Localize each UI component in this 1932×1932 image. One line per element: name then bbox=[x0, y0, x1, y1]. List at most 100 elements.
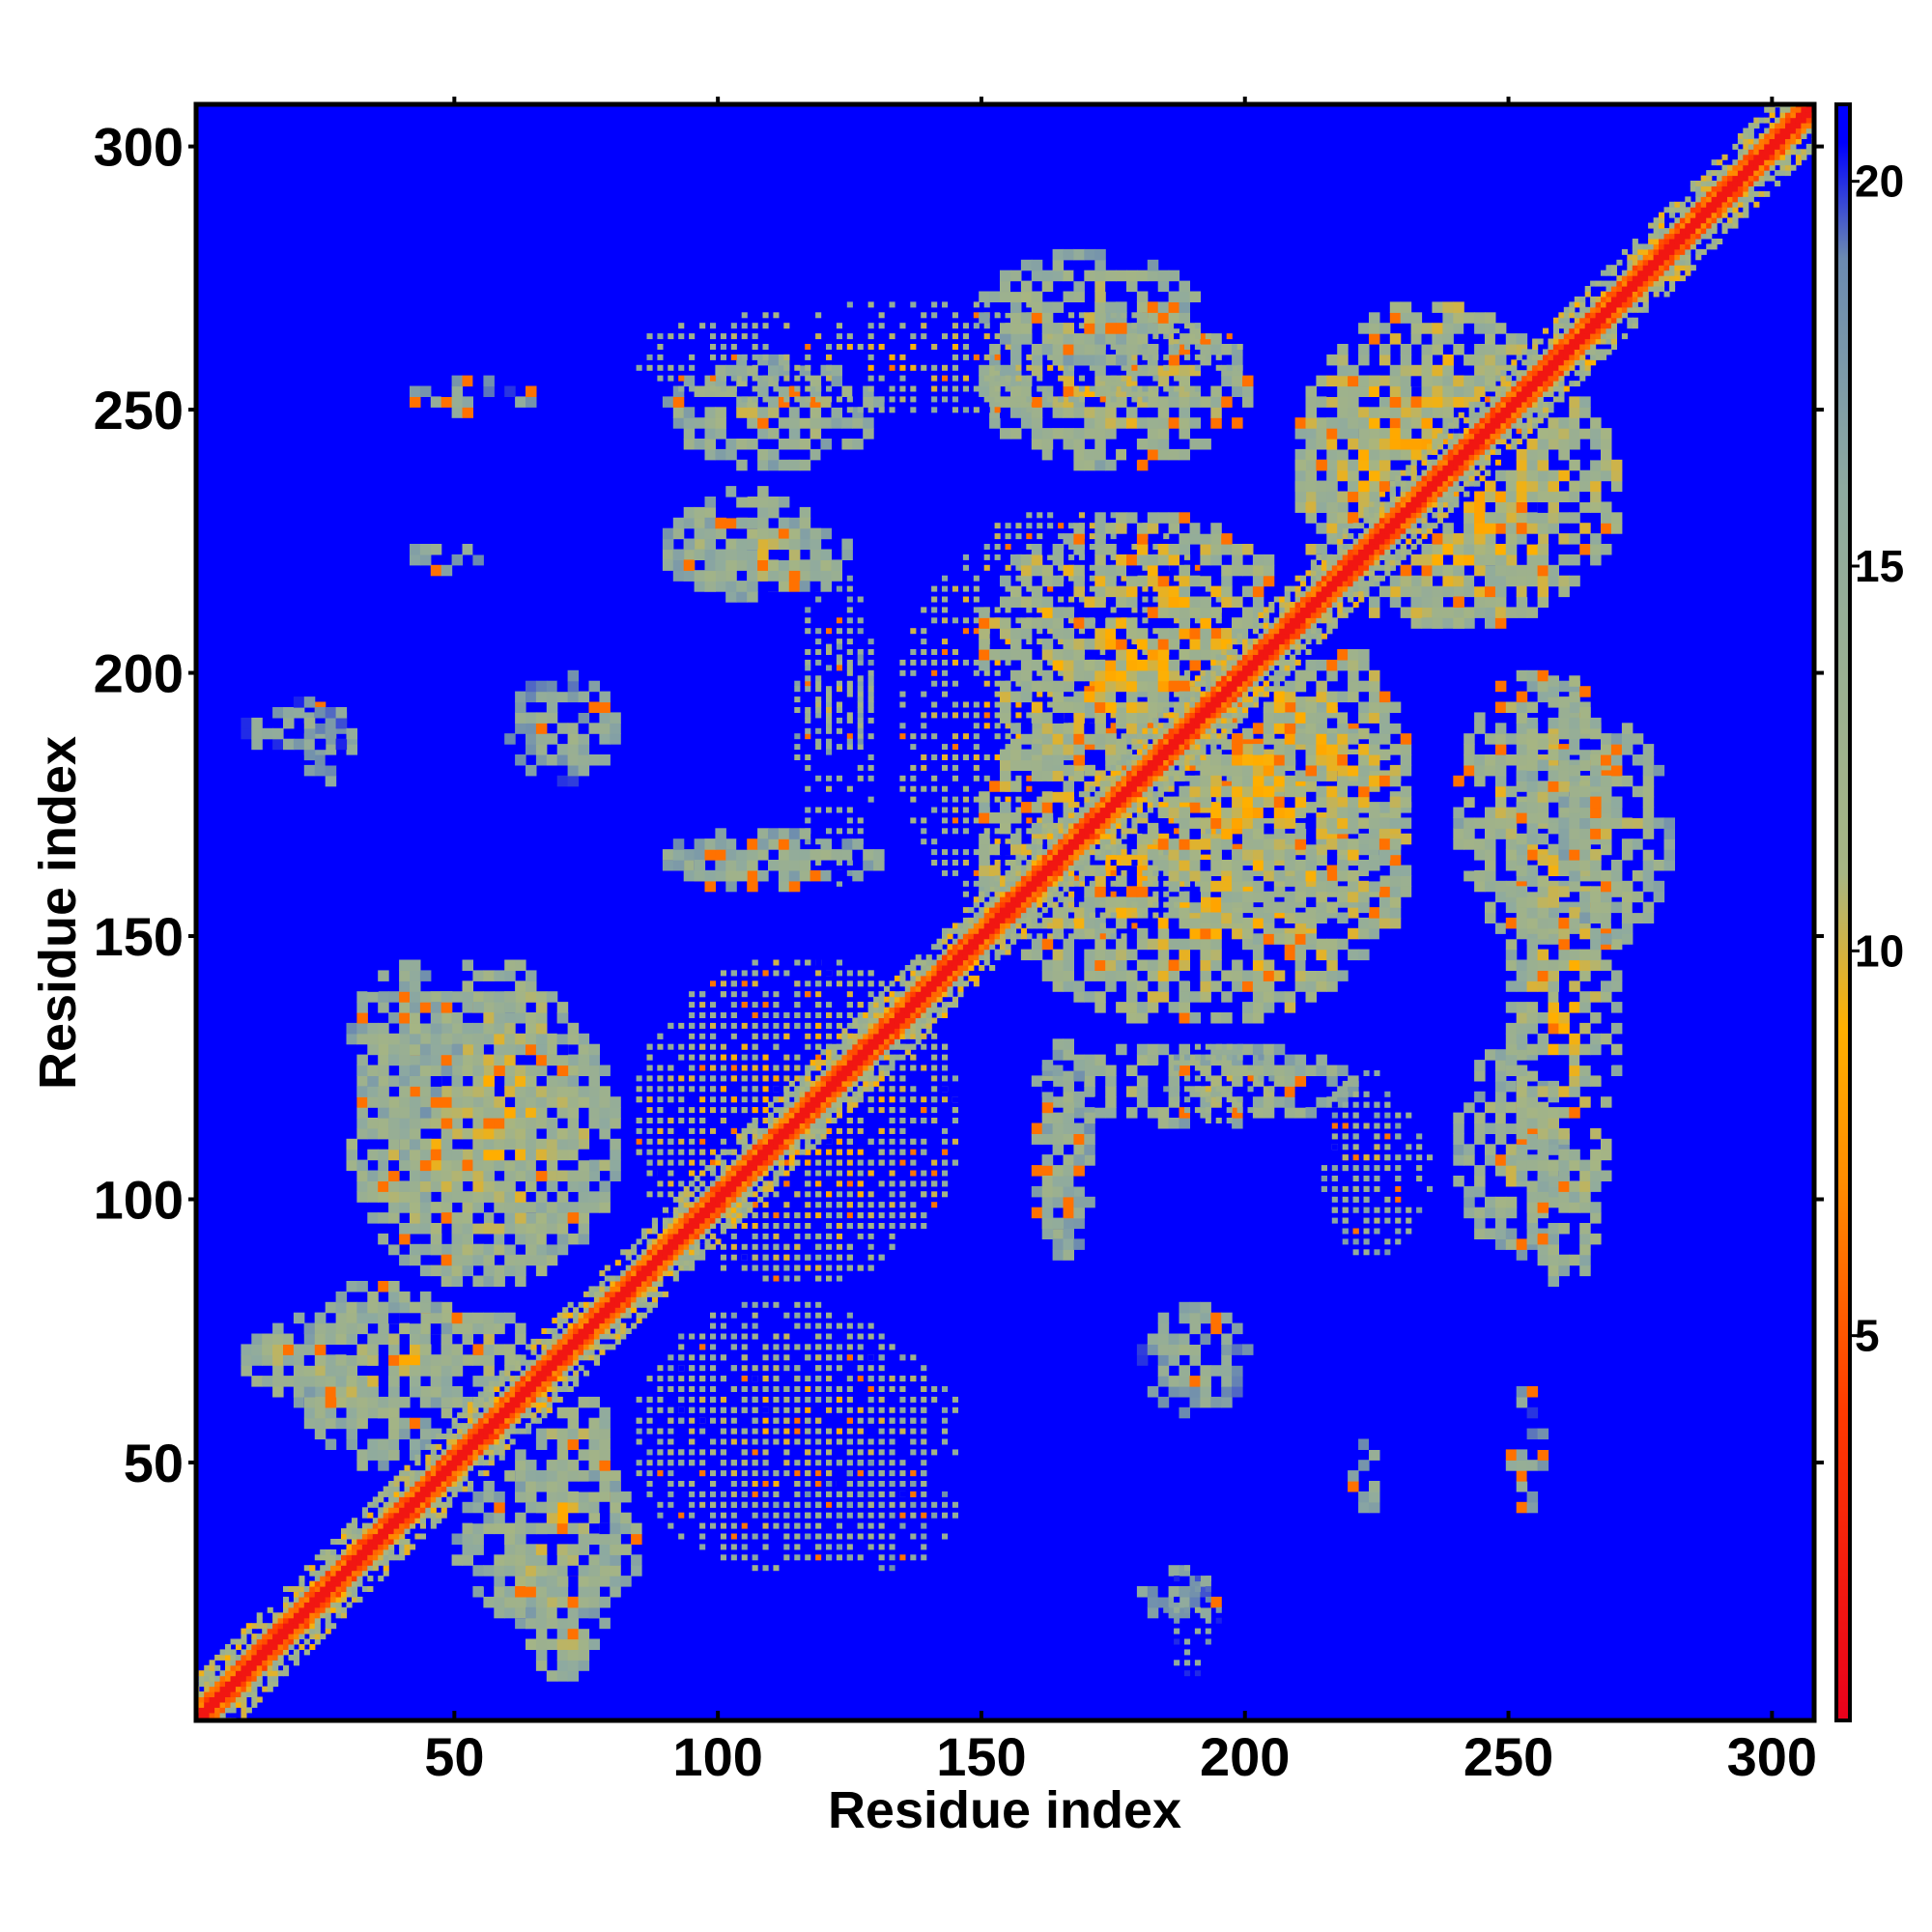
heatmap-cell bbox=[931, 1191, 938, 1198]
heatmap-cell bbox=[689, 1138, 696, 1145]
heatmap-cell bbox=[1174, 817, 1180, 824]
heatmap-cell bbox=[535, 1212, 548, 1224]
heatmap-cell bbox=[1400, 833, 1412, 845]
heatmap-cell bbox=[805, 1012, 811, 1018]
heatmap-cell bbox=[1179, 869, 1190, 882]
heatmap-cell bbox=[419, 1243, 432, 1256]
heatmap-cell bbox=[1179, 1065, 1190, 1076]
heatmap-cell bbox=[846, 607, 853, 613]
heatmap-cell bbox=[794, 1512, 801, 1519]
heatmap-cell bbox=[504, 991, 516, 1003]
heatmap-cell bbox=[388, 1333, 400, 1345]
heatmap-cell bbox=[504, 1596, 516, 1608]
heatmap-cell bbox=[899, 723, 906, 729]
heatmap-cell bbox=[1020, 854, 1027, 861]
heatmap-cell bbox=[1179, 838, 1190, 850]
heatmap-cell bbox=[805, 1043, 811, 1050]
heatmap-cell bbox=[419, 1264, 432, 1277]
heatmap-cell bbox=[1094, 723, 1106, 734]
heatmap-cell bbox=[1015, 564, 1022, 571]
heatmap-cell bbox=[678, 1376, 685, 1382]
heatmap-cell bbox=[1242, 1002, 1254, 1013]
heatmap-cell bbox=[826, 1396, 833, 1403]
heatmap-cell bbox=[314, 1417, 327, 1430]
heatmap-cell bbox=[1026, 544, 1033, 550]
heatmap-cell bbox=[783, 1460, 790, 1466]
heatmap-cell bbox=[1200, 980, 1211, 992]
heatmap-cell bbox=[535, 1054, 548, 1066]
heatmap-cell bbox=[1147, 701, 1159, 713]
heatmap-cell bbox=[836, 1386, 842, 1392]
heatmap-cell bbox=[646, 1417, 653, 1424]
heatmap-cell bbox=[504, 1565, 516, 1577]
heatmap-cell bbox=[251, 1376, 263, 1387]
heatmap-cell bbox=[657, 1138, 664, 1145]
heatmap-cell bbox=[388, 1107, 400, 1119]
heatmap-cell bbox=[710, 1159, 717, 1166]
heatmap-cell bbox=[526, 1576, 537, 1587]
heatmap-cell bbox=[815, 1022, 822, 1029]
heatmap-cell bbox=[314, 1344, 327, 1355]
heatmap-cell bbox=[440, 1212, 453, 1224]
heatmap-cell bbox=[546, 1127, 558, 1140]
heatmap-cell bbox=[356, 1002, 368, 1013]
heatmap-cell bbox=[388, 1138, 400, 1151]
heatmap-cell bbox=[1179, 949, 1190, 961]
heatmap-cell bbox=[1316, 938, 1327, 951]
heatmap-cell bbox=[293, 1333, 305, 1345]
heatmap-cell bbox=[952, 607, 958, 613]
heatmap-cell bbox=[720, 1233, 726, 1239]
heatmap-cell bbox=[1179, 860, 1190, 871]
heatmap-cell bbox=[1015, 796, 1022, 803]
heatmap-cell bbox=[283, 1344, 295, 1355]
heatmap-cell bbox=[472, 970, 484, 981]
heatmap-cell bbox=[699, 1138, 706, 1145]
heatmap-cell bbox=[962, 817, 969, 824]
heatmap-cell bbox=[741, 1301, 748, 1308]
heatmap-cell bbox=[451, 991, 464, 1003]
heatmap-cell bbox=[741, 1212, 748, 1219]
heatmap-cell bbox=[921, 1522, 927, 1529]
heatmap-cell bbox=[535, 1544, 548, 1555]
heatmap-cell bbox=[1194, 564, 1201, 571]
heatmap-cell bbox=[921, 1191, 927, 1198]
heatmap-cell bbox=[1116, 770, 1122, 777]
heatmap-cell bbox=[1089, 575, 1095, 582]
heatmap-cell bbox=[1168, 860, 1180, 871]
heatmap-cell bbox=[451, 1322, 464, 1335]
heatmap-cell bbox=[1163, 796, 1170, 803]
heatmap-cell bbox=[962, 860, 969, 866]
heatmap-cell bbox=[578, 1086, 590, 1097]
heatmap-cell bbox=[399, 1438, 411, 1450]
heatmap-cell bbox=[1063, 733, 1074, 745]
heatmap-cell bbox=[303, 1376, 316, 1387]
heatmap-cell bbox=[805, 1501, 811, 1508]
heatmap-cell bbox=[805, 1191, 811, 1198]
heatmap-cell bbox=[826, 1022, 833, 1029]
heatmap-cell bbox=[826, 1243, 833, 1250]
heatmap-cell bbox=[546, 1565, 558, 1577]
heatmap-cell bbox=[710, 1086, 717, 1093]
heatmap-cell bbox=[857, 1365, 864, 1372]
heatmap-cell bbox=[952, 849, 958, 856]
heatmap-cell bbox=[1294, 1086, 1307, 1097]
heatmap-cell bbox=[556, 1617, 569, 1630]
heatmap-cell bbox=[1142, 596, 1149, 603]
heatmap-cell bbox=[410, 1322, 421, 1335]
heatmap-cell bbox=[815, 980, 822, 987]
heatmap-cell bbox=[1147, 1043, 1159, 1056]
heatmap-cell bbox=[878, 1376, 885, 1382]
heatmap-cell bbox=[440, 1202, 453, 1213]
heatmap-cell bbox=[578, 1470, 590, 1482]
heatmap-cell bbox=[826, 1138, 833, 1145]
heatmap-cell bbox=[1068, 912, 1075, 919]
heatmap-cell bbox=[1121, 933, 1127, 940]
heatmap-cell bbox=[1041, 907, 1048, 914]
heatmap-cell bbox=[388, 1449, 400, 1461]
heatmap-cell bbox=[578, 1617, 590, 1630]
heatmap-cell bbox=[515, 1212, 526, 1224]
heatmap-cell bbox=[857, 1344, 864, 1350]
heatmap-cell bbox=[1316, 770, 1327, 781]
heatmap-cell bbox=[599, 1596, 611, 1608]
heatmap-cell bbox=[783, 1386, 790, 1392]
